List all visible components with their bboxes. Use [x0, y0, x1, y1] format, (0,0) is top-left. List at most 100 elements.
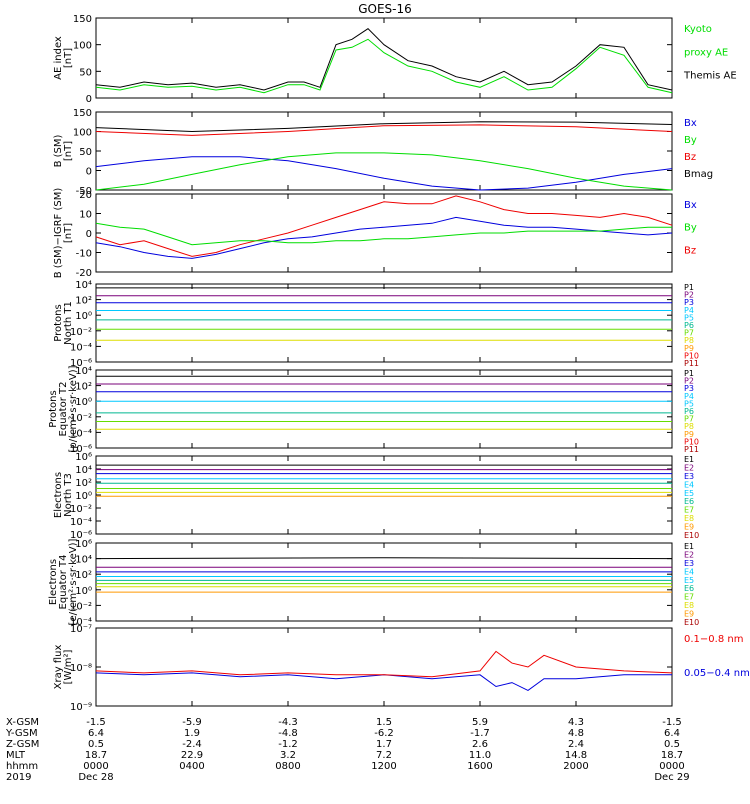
y-tick-label: 0 [86, 94, 92, 105]
y-tick-label: 10⁻⁶ [70, 444, 92, 455]
legend-entry: P10 [684, 351, 699, 360]
orbit-value: 0800 [275, 761, 300, 772]
legend-entry: P5 [684, 313, 694, 322]
orbit-row-label: MLT [6, 750, 26, 761]
panel-frame [95, 542, 673, 622]
orbit-value: 0000 [83, 761, 108, 772]
y-tick-label: 10⁻⁴ [70, 517, 92, 528]
y-tick-label: 20 [79, 190, 92, 201]
y-axis-label: Electrons [53, 472, 64, 518]
orbit-value: 2.6 [472, 739, 488, 750]
legend-entry: P7 [684, 415, 694, 424]
y-tick-label: 0 [86, 229, 92, 240]
orbit-value: 0000 [659, 761, 684, 772]
orbit-value: 22.9 [181, 750, 203, 761]
orbit-value: 1.7 [376, 739, 392, 750]
y-tick-label: 10⁶ [75, 539, 92, 550]
orbit-value: 1.9 [184, 728, 200, 739]
legend-entry: P11 [684, 445, 699, 454]
orbit-table: X-GSMY-GSMZ-GSMMLThhmm2019-1.56.40.518.7… [5, 717, 690, 783]
y-tick-label: 10⁻⁸ [70, 663, 92, 674]
y-axis-label: [nT] [63, 141, 74, 161]
legend-entry: E6 [684, 497, 694, 506]
legend-entry: Bx [684, 118, 697, 129]
legend-entry: 0.1−0.8 nm [684, 634, 743, 645]
orbit-row-label: 2019 [6, 772, 31, 783]
orbit-value: 7.2 [376, 750, 392, 761]
y-tick-label: 150 [73, 108, 92, 119]
y-axis-label: [e/(cm²·s·sr·keV)] [68, 538, 79, 625]
legend-entry: P9 [684, 344, 694, 353]
orbit-value: -1.7 [470, 728, 490, 739]
panel-2: -50 0 50 100 150 B (SM) [nT] Bx By Bz Bmag [53, 108, 713, 197]
plot-title: GOES-16 [358, 2, 412, 16]
y-axis-label: [W/m²] [63, 649, 74, 684]
y-tick-label: 10⁴ [75, 366, 92, 377]
orbit-value: 4.8 [568, 728, 584, 739]
legend-entry: Themis AE [683, 71, 737, 82]
legend-entry: E5 [684, 576, 694, 585]
orbit-value: 1.5 [376, 717, 392, 728]
legend-entry: P6 [684, 321, 694, 330]
series-line [95, 672, 672, 691]
y-tick-label: 10⁰ [75, 586, 92, 597]
orbit-value: -4.3 [278, 717, 298, 728]
y-axis-label: AE index [53, 36, 64, 80]
legend-entry: P3 [684, 298, 694, 307]
orbit-value: -1.5 [86, 717, 106, 728]
orbit-value: 2.4 [568, 739, 584, 750]
legend-entry: E8 [684, 601, 694, 610]
panel-frame [95, 369, 673, 449]
y-axis-label: Protons [53, 304, 64, 341]
y-tick-label: 10² [75, 570, 92, 581]
orbit-value: -1.2 [278, 739, 298, 750]
orbit-row-label: X-GSM [6, 717, 39, 728]
legend-entry: E7 [684, 506, 694, 515]
orbit-value: 2000 [563, 761, 588, 772]
legend-entry: E5 [684, 489, 694, 498]
y-tick-label: 0 [86, 167, 92, 178]
y-axis-label: B (SM)−IGRF (SM) [53, 188, 64, 279]
orbit-value: 0400 [179, 761, 204, 772]
legend-entry: E4 [684, 480, 694, 489]
orbit-value: -2.4 [182, 739, 202, 750]
legend-entry: E7 [684, 593, 694, 602]
panel-frame [95, 455, 673, 535]
legend-entry: P4 [684, 392, 694, 401]
y-tick-label: 10² [75, 478, 92, 489]
legend-entry: By [684, 135, 697, 146]
series-line [95, 28, 673, 91]
y-axis-label: Protons [48, 390, 59, 427]
series-line [95, 156, 673, 191]
orbit-value: 14.8 [565, 750, 587, 761]
legend-entry: E3 [684, 559, 694, 568]
panel-frame [95, 627, 673, 707]
y-axis-label: Equator T4 [58, 555, 69, 610]
y-tick-label: 100 [73, 128, 92, 139]
legend-entry: P7 [684, 329, 694, 338]
legend-entry: E6 [684, 584, 694, 593]
panel-4: 10⁴ 10² 10⁰ 10⁻² 10⁻⁴ 10⁻⁶ Protons North T1 P1P2… [53, 280, 699, 369]
legend-entry: E2 [684, 550, 694, 559]
y-tick-label: 10⁴ [75, 465, 92, 476]
y-tick-label: 10⁻² [70, 601, 92, 612]
legend-entry: E3 [684, 472, 694, 481]
panel-8: 10⁻⁷ 10⁻⁸ 10⁻⁹ Xray flux [W/m²] 0.1−0.8 nm 0.0… [53, 624, 750, 713]
y-tick-label: 10² [75, 296, 92, 307]
orbit-value: 18.7 [85, 750, 107, 761]
panel-5: 10⁴ 10² 10⁰ 10⁻² 10⁻⁴ 10⁻⁶ Protons Equator T2 [p… [48, 365, 699, 455]
legend-entry: P1 [684, 283, 694, 292]
legend-entry: Bx [684, 200, 697, 211]
orbit-value: 0.5 [664, 739, 680, 750]
y-tick-label: 10⁰ [75, 311, 92, 322]
legend-entry: E8 [684, 514, 694, 523]
y-tick-label: 10⁻⁴ [70, 428, 92, 439]
y-tick-label: 10⁻⁶ [70, 358, 92, 369]
y-tick-label: -50 [76, 186, 92, 197]
panel-7: 10⁶ 10⁴ 10² 10⁰ 10⁻² 10⁻⁴ Electrons Equator T4[… [48, 538, 699, 628]
y-tick-label: 10 [79, 210, 92, 221]
y-tick-label: 10⁻⁶ [70, 530, 92, 541]
panel-3: -20 -10 0 10 20 B (SM)−IGRF (SM) [nT] Bx By Bz [53, 188, 697, 279]
orbit-value: 11.0 [469, 750, 491, 761]
